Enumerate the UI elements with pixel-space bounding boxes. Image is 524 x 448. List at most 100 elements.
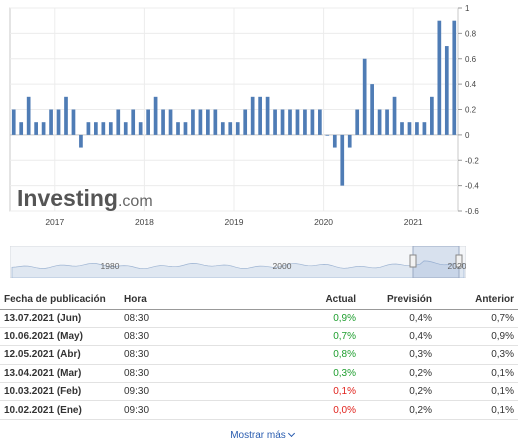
bar[interactable] bbox=[452, 20, 457, 135]
bar[interactable] bbox=[11, 109, 16, 135]
cell-previous: 0,3% bbox=[436, 345, 518, 365]
y-tick-label: 0 bbox=[465, 131, 470, 140]
bar[interactable] bbox=[183, 122, 188, 135]
bar[interactable] bbox=[49, 109, 53, 135]
bar[interactable] bbox=[288, 109, 292, 135]
chevron-down-icon bbox=[287, 429, 295, 438]
bar[interactable] bbox=[116, 109, 121, 135]
cell-time: 08:30 bbox=[120, 309, 220, 328]
bar[interactable] bbox=[295, 109, 300, 135]
y-tick-label: 0.2 bbox=[465, 106, 477, 115]
bar[interactable] bbox=[303, 109, 307, 135]
bar[interactable] bbox=[176, 122, 180, 135]
bar[interactable] bbox=[191, 109, 195, 135]
bar[interactable] bbox=[250, 96, 255, 135]
col-header-previous[interactable]: Anterior bbox=[436, 291, 518, 310]
bar[interactable] bbox=[64, 96, 68, 135]
investing-logo: Investing.com bbox=[17, 185, 153, 211]
bar[interactable] bbox=[325, 134, 330, 136]
bar[interactable] bbox=[19, 122, 24, 135]
bar[interactable] bbox=[362, 58, 367, 135]
bar[interactable] bbox=[340, 134, 345, 186]
bar[interactable] bbox=[213, 109, 218, 135]
bar[interactable] bbox=[34, 122, 38, 135]
bar[interactable] bbox=[206, 109, 210, 135]
bar[interactable] bbox=[370, 84, 374, 135]
bar[interactable] bbox=[258, 96, 262, 135]
bar[interactable] bbox=[79, 134, 83, 148]
bar[interactable] bbox=[347, 134, 352, 148]
bar[interactable] bbox=[430, 96, 434, 135]
bar[interactable] bbox=[437, 20, 442, 135]
chart-svg: 1 0.8 0.6 0.4 0.2 0 -0.2 -0.4 -0.6 2017 2018 2019 20… bbox=[9, 4, 479, 227]
bar[interactable] bbox=[146, 109, 150, 135]
range-navigator[interactable]: 1980 2000 2020 bbox=[10, 246, 466, 278]
bar[interactable] bbox=[310, 109, 315, 135]
bar[interactable] bbox=[422, 122, 427, 135]
bar[interactable] bbox=[86, 122, 91, 135]
navigator-series bbox=[11, 260, 465, 278]
bar[interactable] bbox=[56, 109, 61, 135]
bar[interactable] bbox=[385, 109, 389, 135]
bar[interactable] bbox=[123, 122, 128, 135]
cell-date: 10.03.2021 (Feb) bbox=[0, 382, 120, 402]
bar[interactable] bbox=[131, 109, 136, 135]
bar[interactable] bbox=[392, 96, 397, 135]
history-table-wrap: Fecha de publicación Hora Actual Previsi… bbox=[0, 291, 524, 420]
bar[interactable] bbox=[243, 109, 248, 135]
y-tick-label: -0.6 bbox=[465, 207, 479, 216]
bar[interactable] bbox=[108, 122, 113, 135]
bar[interactable] bbox=[168, 109, 173, 135]
cell-previous: 0,1% bbox=[436, 364, 518, 384]
bar[interactable] bbox=[280, 109, 285, 135]
cell-date: 10.06.2021 (May) bbox=[0, 327, 120, 347]
bar[interactable] bbox=[41, 122, 46, 135]
bar[interactable] bbox=[161, 109, 165, 135]
bar[interactable] bbox=[220, 122, 225, 135]
cell-previous: 0,1% bbox=[436, 382, 518, 402]
cell-actual: 0,7% bbox=[220, 327, 360, 347]
logo-brand: Investing bbox=[17, 185, 118, 211]
bar[interactable] bbox=[198, 109, 203, 135]
bar[interactable] bbox=[407, 122, 412, 135]
cell-date: 10.02.2021 (Ene) bbox=[0, 400, 120, 420]
col-header-date[interactable]: Fecha de publicación bbox=[0, 291, 120, 310]
x-tick-label: 2017 bbox=[45, 217, 64, 227]
col-header-forecast[interactable]: Previsión bbox=[360, 291, 436, 310]
cell-time: 08:30 bbox=[120, 345, 220, 365]
cell-forecast: 0,4% bbox=[360, 327, 436, 347]
y-tick-label: -0.4 bbox=[465, 182, 479, 191]
navigator-handle-right[interactable] bbox=[455, 254, 463, 268]
navigator-handle-left[interactable] bbox=[409, 254, 417, 268]
cell-previous: 0,9% bbox=[436, 327, 518, 347]
bar[interactable] bbox=[273, 109, 277, 135]
bar[interactable] bbox=[153, 96, 158, 135]
bar[interactable] bbox=[355, 109, 360, 135]
col-header-actual[interactable]: Actual bbox=[220, 291, 360, 310]
bar[interactable] bbox=[71, 109, 76, 135]
bar[interactable] bbox=[265, 96, 270, 135]
bar[interactable] bbox=[377, 109, 382, 135]
cell-forecast: 0,2% bbox=[360, 364, 436, 384]
bar[interactable] bbox=[101, 122, 106, 135]
bar[interactable] bbox=[235, 122, 240, 135]
navigator-selection[interactable] bbox=[412, 246, 460, 278]
bar[interactable] bbox=[332, 134, 337, 148]
x-tick-label: 2019 bbox=[225, 217, 244, 227]
table-row: 10.02.2021 (Ene) 09:30 0,0% 0,2% 0,1% bbox=[0, 400, 518, 420]
bar[interactable] bbox=[94, 122, 98, 135]
bar[interactable] bbox=[415, 122, 419, 135]
table-body: 13.07.2021 (Jun) 08:30 0,9% 0,4% 0,7% 10.06.2… bbox=[0, 309, 518, 420]
y-tick-label: -0.2 bbox=[465, 156, 479, 165]
bar[interactable] bbox=[444, 46, 449, 135]
y-tick-label: 0.8 bbox=[465, 29, 477, 38]
cell-time: 09:30 bbox=[120, 382, 220, 402]
bar[interactable] bbox=[228, 122, 233, 135]
bar[interactable] bbox=[318, 109, 322, 135]
bar[interactable] bbox=[138, 122, 143, 135]
bar[interactable] bbox=[26, 96, 31, 135]
show-more-link[interactable]: Mostrar más bbox=[0, 429, 524, 441]
navigator-label: 2020 bbox=[448, 261, 466, 271]
col-header-time[interactable]: Hora bbox=[120, 291, 220, 310]
bar[interactable] bbox=[400, 122, 404, 135]
